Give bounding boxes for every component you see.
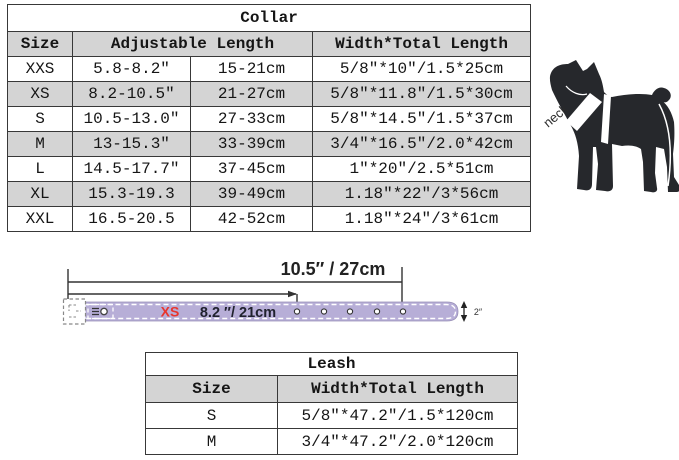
width-arrow-icon [460,301,468,322]
collar-size-label: XS [161,304,180,320]
table-cell: M [7,131,73,157]
table-cell: 27-33cm [190,106,313,132]
table-cell: 15-21cm [190,56,313,82]
table-row: XS 8.2-10.5″ 21-27cm 5/8″*11.8″/1.5*30cm [7,81,532,107]
strap-hole [399,308,407,315]
collar-table-title: Collar [6,4,532,32]
dog-silhouette [549,60,679,193]
table-cell: 1″*20″/2.5*51cm [311,156,532,182]
strap-holes [293,308,407,315]
table-cell: S [7,106,73,132]
collar-gap-band [566,93,602,131]
strap-hole [346,308,354,315]
table-cell: 5.8-8.2″ [72,56,191,82]
harness-gap-band [601,94,611,144]
table-cell: 1.18″*22″/3*56cm [311,181,532,207]
table-row: M 13-15.3″ 33-39cm 3/4″*16.5″/2.0*42cm [7,131,532,157]
leash-table-title: Leash [144,352,519,376]
table-cell: 5/8″*14.5″/1.5*37cm [311,106,532,132]
hindquarter-line [658,103,672,187]
table-row: M 3/4″*47.2″/2.0*120cm [145,428,519,455]
table-cell: 15.3-19.3 [72,181,191,207]
collar-table: Collar Size Adjustable Length Width*Tota… [6,4,532,232]
buckle-outline [62,298,87,325]
table-cell: 39-49cm [190,181,313,207]
table-row: Collar [6,4,532,32]
leash-header-width-total-length: Width*Total Length [276,375,519,403]
strap-stitching [66,303,457,320]
table-cell: 33-39cm [190,131,313,157]
strap-fold [87,303,114,320]
table-row: S 5/8″*47.2″/1.5*120cm [145,402,519,429]
buckle-ring-icon [100,307,108,316]
table-cell: 37-45cm [190,156,313,182]
table-cell: 3/4″*16.5″/2.0*42cm [311,131,532,157]
table-cell: M [145,428,278,455]
table-cell: 5/8″*10″/1.5*25cm [311,56,532,82]
strap-hole [293,308,301,315]
table-cell: L [7,156,73,182]
collar-strap [64,301,459,322]
table-row: XL 15.3-19.3 39-49cm 1.18″*22″/3*56cm [7,181,532,207]
table-cell: 1.18″*24″/3*61cm [311,206,532,232]
table-cell: 21-27cm [190,81,313,107]
table-cell: 13-15.3″ [72,131,191,157]
table-row: Size Width*Total Length [145,375,519,403]
table-cell: 10.5-13.0″ [72,106,191,132]
table-cell: XS [7,81,73,107]
table-cell: XXS [7,56,73,82]
strap-hole [320,308,328,315]
leash-header-size: Size [145,375,278,403]
table-row: XXS 5.8-8.2″ 15-21cm 5/8″*10″/1.5*25cm [7,56,532,82]
collar-diagram: 10.5″ / 27cm XS 8.2 ″/ 21cm [62,259,483,325]
table-cell: 5/8″*11.8″/1.5*30cm [311,81,532,107]
table-cell: XXL [7,206,73,232]
dog-figure: neck [540,60,679,193]
table-cell: 14.5-17.7″ [72,156,191,182]
collar-header-width-total-length: Width*Total Length [311,31,532,57]
collar-header-adjustable-length: Adjustable Length [72,31,313,57]
table-row: XXL 16.5-20.5 42-52cm 1.18″*24″/3*61cm [7,206,532,232]
table-cell: 3/4″*47.2″/2.0*120cm [276,428,519,455]
collar-header-size: Size [7,31,73,57]
strap-hole [373,308,381,315]
buckle-bar-icon [92,307,99,316]
arrowhead-icon [288,290,297,298]
total-length-label: 10.5″ / 27cm [281,259,386,279]
table-row: Leash [144,352,519,376]
cheek-line [565,85,588,96]
table-cell: 42-52cm [190,206,313,232]
table-cell: 5/8″*47.2″/1.5*120cm [276,402,519,429]
table-cell: 16.5-20.5 [72,206,191,232]
strap-width-label: 2″ [474,307,483,317]
table-cell: S [145,402,278,429]
table-row: L 14.5-17.7″ 37-45cm 1″*20″/2.5*51cm [7,156,532,182]
leash-table: Leash Size Width*Total Length S 5/8″*47.… [144,352,519,455]
adjustable-length-label: 8.2 ″/ 21cm [200,305,276,321]
table-cell: XL [7,181,73,207]
table-cell: 8.2-10.5″ [72,81,191,107]
table-row: Size Adjustable Length Width*Total Lengt… [7,31,532,57]
table-row: S 10.5-13.0″ 27-33cm 5/8″*14.5″/1.5*37cm [7,106,532,132]
